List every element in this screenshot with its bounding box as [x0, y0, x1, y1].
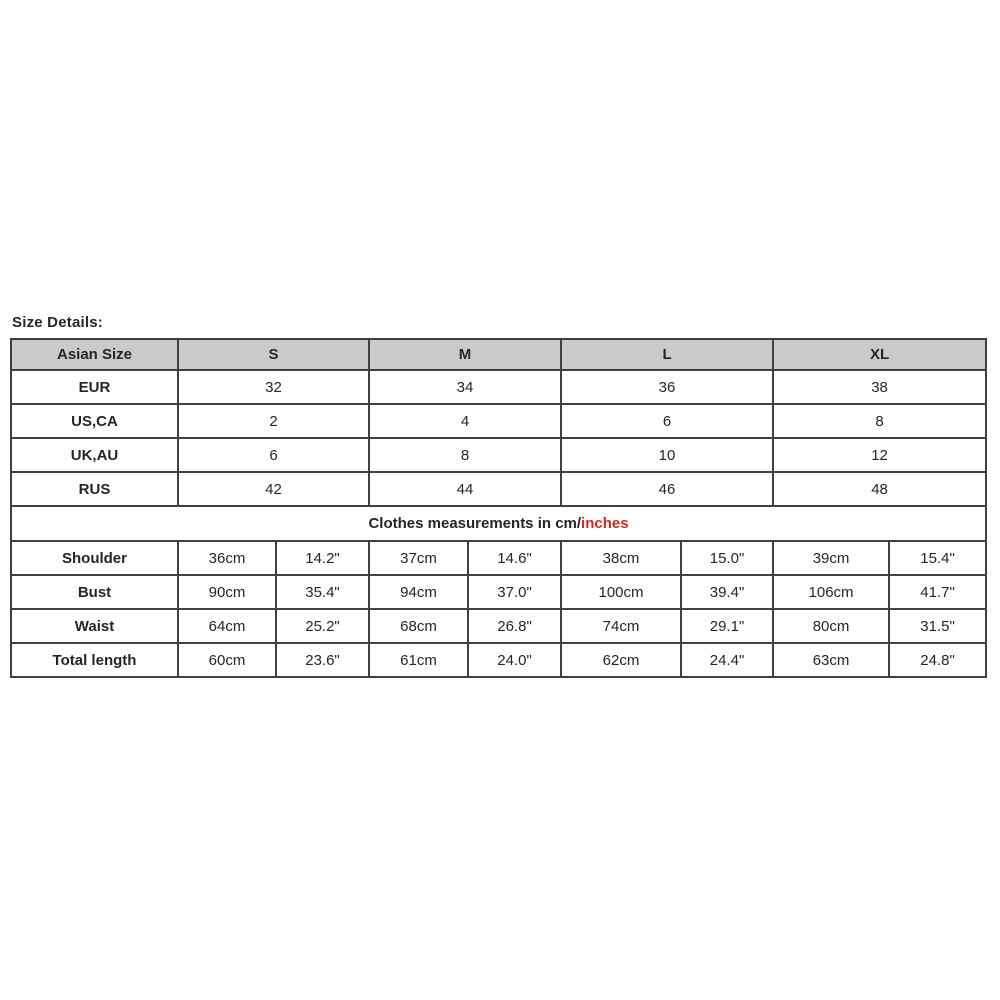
- table-row-total-length: Total length 60cm 23.6" 61cm 24.0" 62cm …: [10, 642, 988, 678]
- row-label-ukau: UK,AU: [10, 437, 179, 473]
- total-length-m-in: 24.0": [467, 642, 563, 678]
- ukau-xl: 12: [772, 437, 988, 473]
- measurements-note-inches: inches: [581, 515, 629, 532]
- rus-xl: 48: [772, 471, 988, 507]
- eur-m: 34: [368, 369, 563, 405]
- usca-s: 2: [176, 403, 371, 439]
- table-row-ukau: UK,AU 6 8 10 12: [10, 437, 988, 473]
- page-title: Size Details:: [12, 314, 103, 331]
- shoulder-s-in: 14.2": [274, 540, 371, 576]
- waist-xl-cm: 80cm: [772, 608, 891, 644]
- ukau-m: 8: [368, 437, 563, 473]
- waist-m-cm: 68cm: [368, 608, 470, 644]
- row-label-usca: US,CA: [10, 403, 179, 439]
- rus-s: 42: [176, 471, 371, 507]
- measurements-note: Clothes measurements in cm/inches: [9, 505, 988, 542]
- waist-s-cm: 64cm: [177, 608, 277, 644]
- shoulder-m-in: 14.6": [467, 540, 563, 576]
- table-header-row: Asian Size S M L XL: [10, 338, 988, 371]
- header-asian-size: Asian Size: [10, 338, 179, 371]
- waist-xl-in: 31.5": [888, 608, 988, 644]
- table-row-rus: RUS 42 44 46 48: [10, 471, 988, 507]
- waist-l-cm: 74cm: [560, 608, 683, 644]
- size-table: Asian Size S M L XL EUR 32 34 36 38 US,C…: [9, 338, 988, 678]
- eur-xl: 38: [772, 369, 988, 405]
- total-length-l-cm: 62cm: [560, 642, 683, 678]
- rus-l: 46: [560, 471, 775, 507]
- row-label-shoulder: Shoulder: [10, 540, 179, 576]
- bust-xl-cm: 106cm: [772, 574, 891, 610]
- ukau-s: 6: [176, 437, 371, 473]
- total-length-s-cm: 60cm: [177, 642, 277, 678]
- waist-l-in: 29.1": [680, 608, 775, 644]
- table-row-waist: Waist 64cm 25.2" 68cm 26.8" 74cm 29.1" 8…: [10, 608, 988, 644]
- total-length-xl-cm: 63cm: [772, 642, 891, 678]
- shoulder-l-in: 15.0": [680, 540, 775, 576]
- usca-m: 4: [368, 403, 563, 439]
- shoulder-l-cm: 38cm: [560, 540, 683, 576]
- header-size-m: M: [368, 338, 563, 371]
- table-row-eur: EUR 32 34 36 38: [10, 369, 988, 405]
- ukau-l: 10: [560, 437, 775, 473]
- measurements-note-text: Clothes measurements in cm/: [368, 515, 582, 532]
- table-row-shoulder: Shoulder 36cm 14.2" 37cm 14.6" 38cm 15.0…: [10, 540, 988, 576]
- bust-m-cm: 94cm: [368, 574, 470, 610]
- total-length-l-in: 24.4": [680, 642, 775, 678]
- bust-l-cm: 100cm: [560, 574, 683, 610]
- total-length-m-cm: 61cm: [368, 642, 470, 678]
- eur-s: 32: [176, 369, 371, 405]
- header-size-s: S: [176, 338, 371, 371]
- eur-l: 36: [560, 369, 775, 405]
- size-chart-container: Size Details: Asian Size S M L XL EUR 32…: [9, 314, 988, 678]
- bust-s-in: 35.4": [274, 574, 371, 610]
- table-row-bust: Bust 90cm 35.4" 94cm 37.0" 100cm 39.4" 1…: [10, 574, 988, 610]
- shoulder-s-cm: 36cm: [177, 540, 277, 576]
- row-label-rus: RUS: [10, 471, 179, 507]
- total-length-xl-in: 24.8": [888, 642, 988, 678]
- shoulder-m-cm: 37cm: [368, 540, 470, 576]
- header-size-l: L: [560, 338, 775, 371]
- row-label-bust: Bust: [10, 574, 179, 610]
- bust-s-cm: 90cm: [177, 574, 277, 610]
- row-label-waist: Waist: [10, 608, 179, 644]
- total-length-s-in: 23.6": [274, 642, 371, 678]
- shoulder-xl-cm: 39cm: [772, 540, 891, 576]
- usca-l: 6: [560, 403, 775, 439]
- bust-m-in: 37.0": [467, 574, 563, 610]
- row-label-total-length: Total length: [10, 642, 179, 678]
- row-label-eur: EUR: [10, 369, 179, 405]
- table-row-usca: US,CA 2 4 6 8: [10, 403, 988, 439]
- bust-xl-in: 41.7": [888, 574, 988, 610]
- waist-s-in: 25.2": [274, 608, 371, 644]
- header-size-xl: XL: [772, 338, 988, 371]
- bust-l-in: 39.4": [680, 574, 775, 610]
- usca-xl: 8: [772, 403, 988, 439]
- waist-m-in: 26.8": [467, 608, 563, 644]
- shoulder-xl-in: 15.4": [888, 540, 988, 576]
- rus-m: 44: [368, 471, 563, 507]
- measurements-note-row: Clothes measurements in cm/inches: [9, 505, 988, 542]
